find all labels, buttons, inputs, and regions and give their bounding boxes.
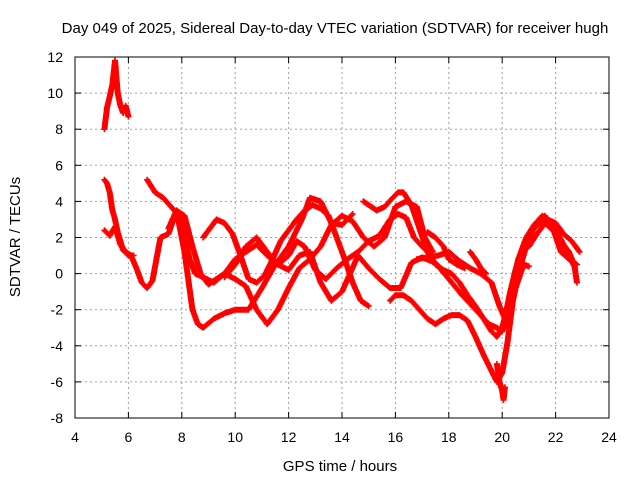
data-track-13 xyxy=(467,248,490,277)
x-tick-label: 10 xyxy=(227,429,243,445)
y-tick-label: 0 xyxy=(55,266,63,282)
data-track-3 xyxy=(101,194,356,331)
x-tick-label: 14 xyxy=(334,429,350,445)
data-track-10 xyxy=(493,360,508,403)
data-track-4 xyxy=(144,176,434,286)
y-axis-label: SDTVAR / TECUs xyxy=(7,177,24,297)
x-tick-label: 12 xyxy=(281,429,297,445)
y-tick-label: 12 xyxy=(47,49,63,65)
data-track-1 xyxy=(101,57,132,133)
y-tick-label: 6 xyxy=(55,157,63,173)
y-tick-label: -8 xyxy=(51,410,64,426)
y-tick-label: 10 xyxy=(47,85,63,101)
y-tick-label: 4 xyxy=(55,193,63,209)
data-series xyxy=(101,57,583,403)
x-tick-label: 22 xyxy=(548,429,564,445)
chart-title: Day 049 of 2025, Sidereal Day-to-day VTE… xyxy=(62,20,609,37)
x-tick-label: 16 xyxy=(388,429,404,445)
x-tick-label: 18 xyxy=(441,429,457,445)
y-tick-label: -6 xyxy=(51,374,64,390)
y-tick-label: -4 xyxy=(51,338,64,354)
x-tick-label: 24 xyxy=(601,429,617,445)
x-tick-label: 20 xyxy=(494,429,510,445)
y-tick-label: 2 xyxy=(55,230,63,246)
x-tick-label: 8 xyxy=(178,429,186,445)
x-axis-label: GPS time / hours xyxy=(283,458,397,475)
x-tick-label: 4 xyxy=(71,429,79,445)
grid xyxy=(75,57,609,418)
data-track-12 xyxy=(424,229,468,272)
y-tick-label: 8 xyxy=(55,121,63,137)
y-tick-label: -2 xyxy=(51,302,64,318)
data-track-14 xyxy=(525,220,580,286)
x-tick-label: 6 xyxy=(125,429,133,445)
